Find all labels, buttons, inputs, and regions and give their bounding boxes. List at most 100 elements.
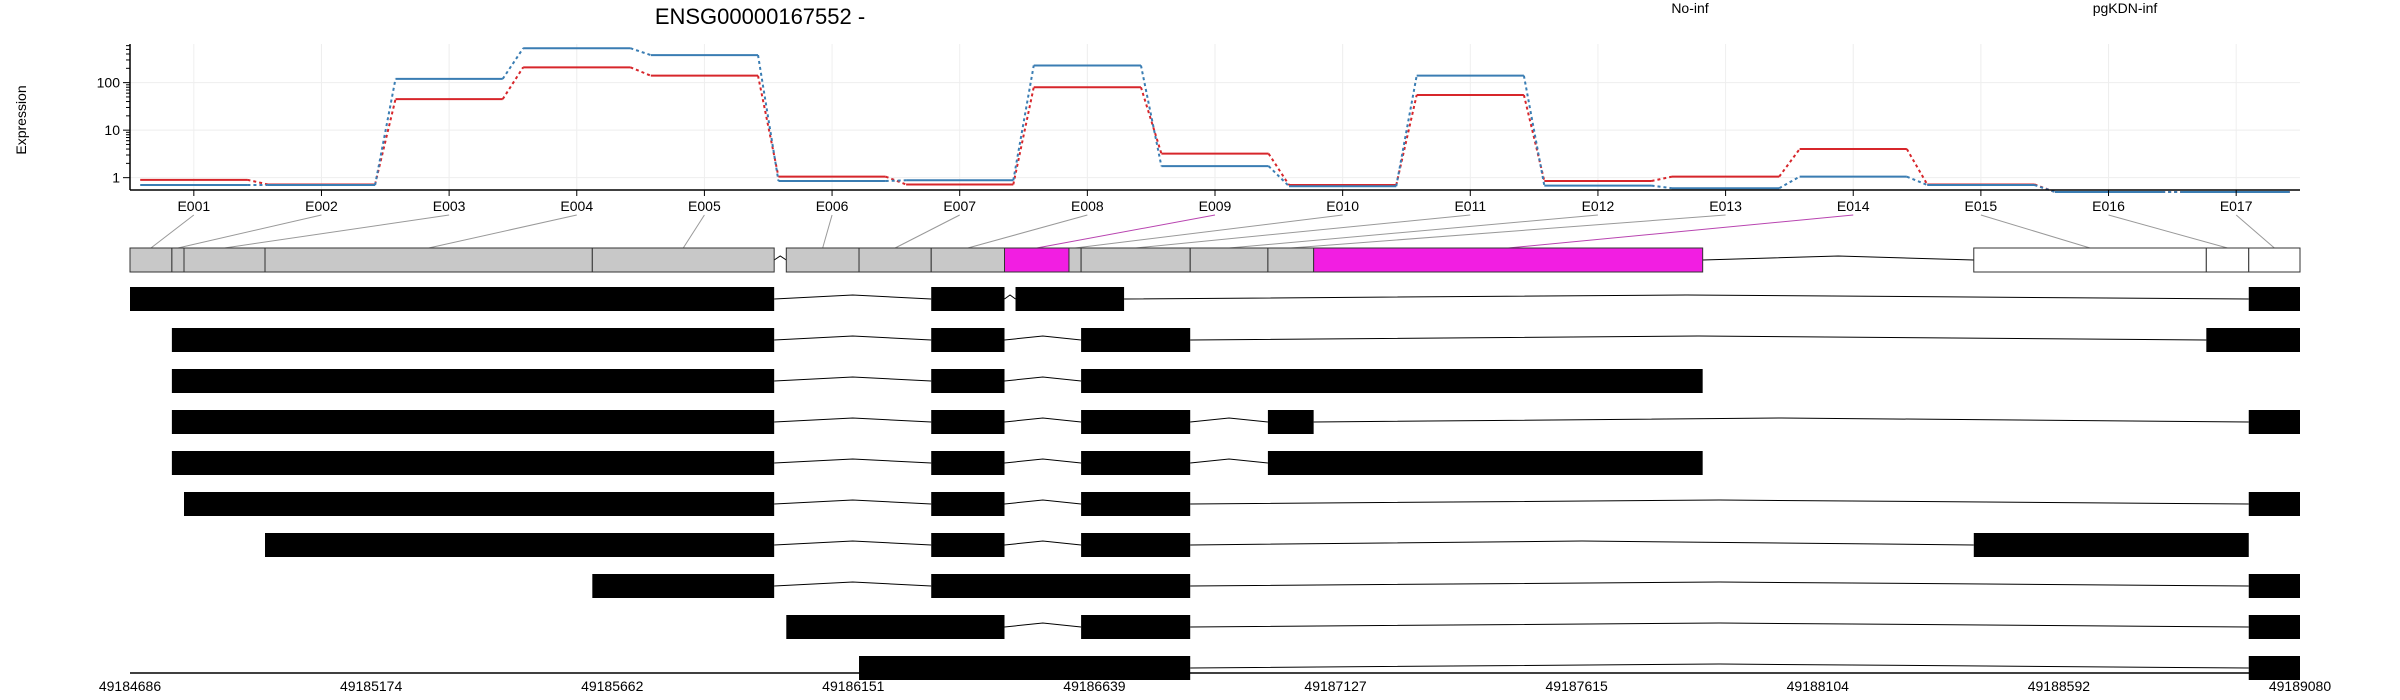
transcript-exon — [2248, 615, 2300, 639]
transcript-exon — [2206, 328, 2300, 352]
transcript-exon — [786, 615, 1005, 639]
transcript-exon — [931, 574, 1191, 598]
transcript-exon — [859, 656, 1191, 680]
transcript-exon — [1081, 369, 1703, 393]
transcript-intron — [1004, 376, 1082, 382]
plot-grid — [130, 44, 2300, 190]
transcript-intron — [1190, 417, 1268, 423]
exon-transition-segment — [757, 54, 780, 182]
exon-transition-segment — [1395, 94, 1418, 186]
exon-transition-segment — [374, 78, 397, 186]
exon-tick-label: E013 — [1709, 198, 1742, 214]
y-tick-label: 10 — [104, 122, 120, 138]
exon-block-e017 — [2248, 247, 2301, 273]
exon-block-e004 — [264, 247, 593, 273]
transcript-exon — [130, 287, 775, 311]
transcript-exon — [171, 328, 775, 352]
transcript-exon — [931, 287, 1005, 311]
y-axis-label: Expression — [13, 85, 29, 154]
transcript-exon — [171, 451, 775, 475]
transcript-intron — [774, 458, 932, 464]
transcript-exon — [1267, 410, 1314, 434]
transcript-exon — [1081, 328, 1191, 352]
exon-block-e013 — [1267, 247, 1315, 273]
transcript-intron — [1313, 417, 2249, 423]
exon-transition-segment — [374, 98, 397, 185]
exon-transition-segment — [1651, 184, 1673, 190]
exon-transition-segment — [1267, 165, 1290, 187]
transcript-exon — [171, 410, 775, 434]
transcript-10 — [859, 656, 2300, 680]
transcript-intron — [1190, 335, 2207, 341]
transcript-exon — [1081, 492, 1191, 516]
transcript-intron — [1190, 540, 1974, 546]
genomic-tick-label: 49188592 — [2028, 678, 2091, 694]
exon-connector — [1036, 214, 1216, 249]
exon-tick-label: E009 — [1199, 198, 1232, 214]
transcript-1 — [130, 287, 2300, 311]
exon-connector — [177, 214, 322, 249]
exon-tick-label: E011 — [1454, 198, 1486, 214]
transcript-tracks — [130, 287, 2300, 680]
transcript-4 — [171, 410, 2300, 434]
legend-entry-no-inf: No-inf — [1671, 0, 1708, 16]
exon-transition-segment — [2034, 184, 2056, 193]
exon-transition-segment — [629, 66, 652, 77]
transcript-exon — [931, 492, 1005, 516]
transcript-exon — [2248, 410, 2300, 434]
y-tick-label: 100 — [97, 75, 121, 91]
exon-tick-label: E001 — [177, 198, 210, 214]
transcript-exon — [171, 369, 775, 393]
exon-connector — [1074, 214, 1343, 249]
transcript-5 — [171, 451, 1703, 475]
transcript-intron — [1190, 458, 1268, 464]
transcript-intron — [774, 376, 932, 382]
transcript-exon — [931, 410, 1005, 434]
exon-block-e007 — [858, 247, 932, 273]
genomic-tick-label: 49186151 — [822, 678, 885, 694]
transcript-exon — [1081, 615, 1191, 639]
transcript-exon — [931, 328, 1005, 352]
genomic-coordinate-axis: 49184686 49185174 49185662 49186151 49186639… — [99, 672, 2332, 694]
exon-transition-segment — [1778, 175, 1801, 190]
exon-block-e001 — [129, 247, 173, 273]
exon-transition-segment — [1267, 153, 1290, 186]
exon-tick-label: E003 — [433, 198, 466, 214]
transcript-intron — [774, 294, 932, 300]
transcript-8 — [592, 574, 2300, 598]
transcript-exon — [2248, 574, 2300, 598]
transcript-exon — [1081, 410, 1191, 434]
transcript-6 — [184, 492, 2300, 516]
transcript-intron — [1190, 663, 2249, 669]
exon-transition-segment — [1905, 148, 1929, 185]
chart-title: ENSG00000167552 - — [655, 4, 865, 29]
exon-connector — [1290, 214, 1726, 249]
exon-tick-label: E015 — [1965, 198, 1998, 214]
transcript-intron — [1190, 581, 2249, 587]
transcript-intron — [1124, 294, 2249, 300]
series-lines — [140, 47, 2290, 193]
exon-transition-segment — [1395, 75, 1418, 187]
transcript-exon — [184, 492, 775, 516]
exon-connector — [682, 214, 705, 249]
transcript-9 — [786, 615, 2300, 639]
exon-transition-segment — [1522, 75, 1546, 186]
y-tick-label: 1 — [112, 170, 120, 186]
intron-line — [773, 255, 787, 261]
transcript-exon — [1081, 533, 1191, 557]
transcript-exon — [1267, 451, 1703, 475]
transcript-intron — [1004, 499, 1082, 505]
exon-transition-segment — [885, 175, 907, 186]
transcript-intron — [1190, 499, 2249, 505]
transcript-intron — [1004, 540, 1082, 546]
exon-connector-lines — [150, 214, 2275, 249]
genomic-tick-label: 49186639 — [1063, 678, 1126, 694]
exon-transition-segment — [501, 47, 524, 80]
exon-connector — [428, 214, 577, 249]
x-axis-exon-ticks: E001 E002 E003 E004 E005 E006 E007 E008 E009 E010… — [130, 189, 2300, 214]
exon-tick-label: E017 — [2220, 198, 2253, 214]
genomic-tick-label: 49189080 — [2269, 678, 2332, 694]
exon-connector — [1229, 214, 1598, 249]
exon-tick-label: E004 — [560, 198, 593, 214]
